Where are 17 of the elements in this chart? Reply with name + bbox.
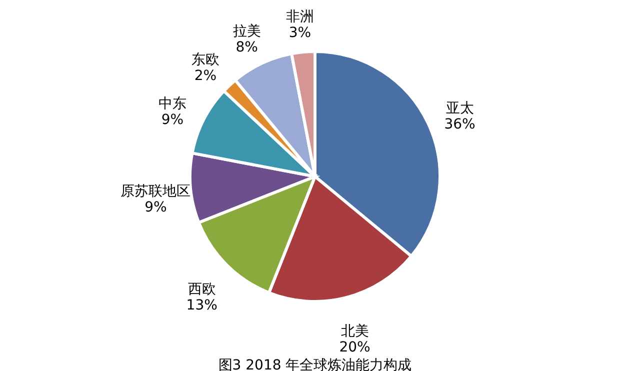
- slice-label: 拉美: [232, 24, 261, 40]
- slice-label: 原苏联地区: [120, 184, 191, 200]
- slice-label: 北美: [340, 323, 369, 340]
- data-label: 20%: [339, 339, 370, 356]
- data-label: 8%: [236, 40, 258, 56]
- slice-label: 非洲: [286, 9, 314, 26]
- data-label: 3%: [288, 25, 312, 42]
- data-label: 9%: [144, 200, 167, 216]
- data-label: 36%: [444, 116, 476, 132]
- data-label: 2%: [194, 68, 217, 84]
- data-label: 9%: [161, 112, 184, 128]
- text: 图3 2018 年全球炼油能力构成: [218, 357, 412, 371]
- slice-label: 中东: [158, 96, 186, 112]
- slice-label: 东欧: [191, 52, 220, 68]
- slice-label: 西欧: [188, 282, 216, 298]
- slice-label: 亚太: [446, 100, 474, 116]
- data-label: 13%: [186, 298, 218, 314]
